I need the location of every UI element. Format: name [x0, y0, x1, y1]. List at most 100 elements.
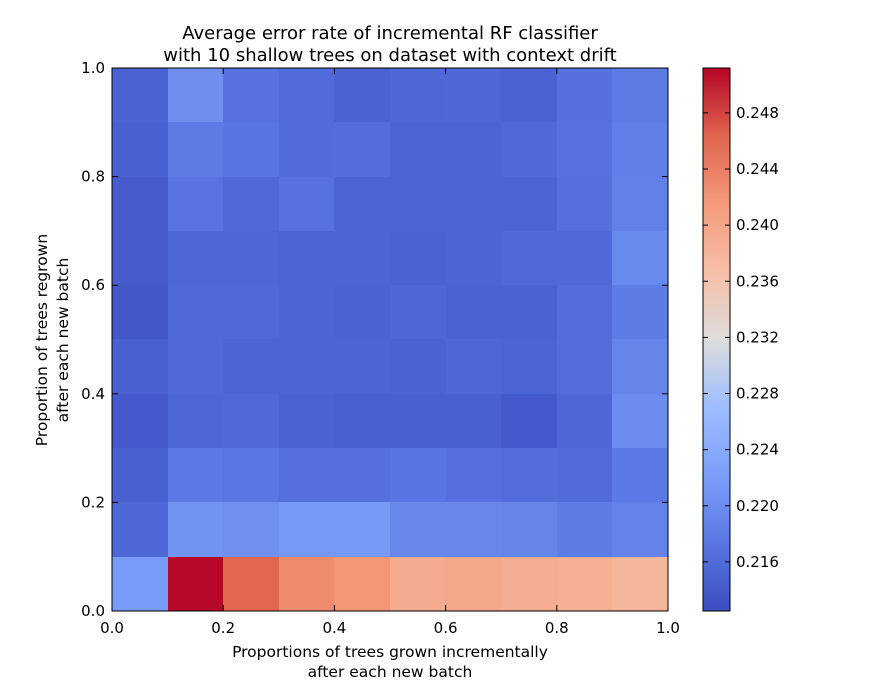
heatmap-cell — [612, 557, 668, 611]
heatmap-cell — [612, 285, 668, 339]
x-tick-label: 0.4 — [322, 619, 346, 637]
heatmap-cell — [168, 68, 223, 122]
heatmap-cell — [279, 502, 334, 557]
heatmap-cell — [223, 339, 279, 394]
heatmap-cell — [279, 285, 334, 339]
heatmap-cell — [112, 177, 168, 231]
heatmap-cell — [501, 557, 557, 611]
heatmap-cell — [557, 68, 612, 122]
heatmap-cell — [446, 122, 501, 177]
heatmap-cell — [112, 502, 168, 557]
heatmap-cell — [446, 448, 501, 502]
heatmap-cell — [501, 285, 557, 339]
heatmap-cell — [612, 502, 668, 557]
x-axis-label-line-1: Proportions of trees grown incrementally — [232, 643, 548, 661]
colorbar-tick-label: 0.236 — [736, 272, 779, 290]
y-tick-label: 0.8 — [81, 168, 105, 186]
heatmap-cell — [557, 339, 612, 394]
heatmap-cell — [279, 122, 334, 177]
heatmap-cell — [446, 68, 501, 122]
heatmap-cell — [557, 122, 612, 177]
heatmap-cell — [279, 339, 334, 394]
heatmap-cell — [612, 68, 668, 122]
heatmap-cell — [168, 122, 223, 177]
colorbar-tick-label: 0.244 — [736, 160, 779, 178]
heatmap-cell — [557, 448, 612, 502]
x-axis-ticks: 0.0 0.2 0.4 0.6 0.8 1.0 — [100, 68, 680, 637]
heatmap-cell — [390, 502, 446, 557]
heatmap-cell — [390, 68, 446, 122]
heatmap-cell — [446, 557, 501, 611]
heatmap-cell — [168, 557, 223, 611]
y-axis-label-line-1: Proportion of trees regrown — [33, 234, 51, 446]
heatmap-cell — [112, 68, 168, 122]
heatmap-cell — [334, 122, 390, 177]
heatmap-cell — [112, 339, 168, 394]
heatmap-cell — [390, 448, 446, 502]
plot-frame — [111, 67, 669, 612]
heatmap-cell — [612, 231, 668, 285]
heatmap-cell — [168, 177, 223, 231]
heatmap-cell — [390, 394, 446, 448]
heatmap-cell — [112, 394, 168, 448]
heatmap-cell — [334, 177, 390, 231]
heatmap-cell — [612, 122, 668, 177]
heatmap-cell — [390, 557, 446, 611]
heatmap-cell — [334, 285, 390, 339]
heatmap-cell — [501, 122, 557, 177]
y-tick-label: 0.6 — [81, 276, 105, 294]
heatmap-cell — [612, 394, 668, 448]
x-tick-label: 0.0 — [100, 619, 124, 637]
x-tick-label: 0.2 — [211, 619, 235, 637]
heatmap-cell — [168, 339, 223, 394]
heatmap-cell — [223, 502, 279, 557]
heatmap-cell — [557, 285, 612, 339]
colorbar-tick-label: 0.220 — [736, 497, 779, 515]
heatmap-cell — [112, 122, 168, 177]
heatmap-cell — [223, 231, 279, 285]
heatmap-cell — [501, 231, 557, 285]
y-tick-label: 0.0 — [81, 602, 105, 620]
heatmap-cell — [446, 339, 501, 394]
heatmap-cell — [334, 394, 390, 448]
heatmap-cell — [334, 231, 390, 285]
heatmap-cell — [446, 394, 501, 448]
heatmap-cell — [557, 557, 612, 611]
heatmap-cell — [168, 231, 223, 285]
heatmap-cell — [112, 448, 168, 502]
heatmap-cell — [557, 394, 612, 448]
x-axis-label: Proportions of trees grown incrementally… — [232, 643, 548, 680]
y-axis-label: Proportion of trees regrown after each n… — [33, 234, 72, 446]
heatmap-cell — [390, 339, 446, 394]
heatmap-cell — [279, 68, 334, 122]
heatmap-cell — [501, 502, 557, 557]
heatmap-cell — [390, 231, 446, 285]
heatmap-cell — [279, 177, 334, 231]
heatmap-cell — [334, 557, 390, 611]
colorbar-tick-label: 0.232 — [736, 328, 779, 346]
heatmap-cell — [557, 502, 612, 557]
heatmap-cell — [279, 557, 334, 611]
heatmap-cell — [223, 394, 279, 448]
heatmap-cell — [612, 339, 668, 394]
heatmap-cell — [279, 394, 334, 448]
heatmap-cell — [501, 68, 557, 122]
heatmap-cell — [501, 394, 557, 448]
heatmap-cell — [168, 502, 223, 557]
colorbar — [702, 67, 731, 612]
heatmap-cell — [334, 339, 390, 394]
heatmap-cell — [334, 502, 390, 557]
chart-title-line-1: Average error rate of incremental RF cla… — [182, 23, 598, 44]
colorbar-tick-label: 0.248 — [736, 104, 779, 122]
heatmap-cell — [279, 231, 334, 285]
heatmap-cell — [223, 122, 279, 177]
heatmap-cell — [390, 122, 446, 177]
heatmap-cell — [223, 68, 279, 122]
colorbar-ticks: 0.216 0.220 0.224 0.228 0.232 0.236 0.240 0.244… — [703, 104, 779, 571]
heatmap-cell — [168, 448, 223, 502]
heatmap-cell — [612, 448, 668, 502]
chart-title-line-2: with 10 shallow trees on dataset with co… — [163, 45, 616, 66]
heatmap-cell — [168, 394, 223, 448]
heatmap-cell — [446, 177, 501, 231]
y-tick-label: 1.0 — [81, 59, 105, 77]
